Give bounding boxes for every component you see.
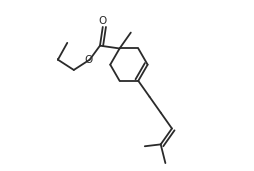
Text: O: O — [98, 16, 106, 25]
Text: O: O — [85, 55, 93, 65]
